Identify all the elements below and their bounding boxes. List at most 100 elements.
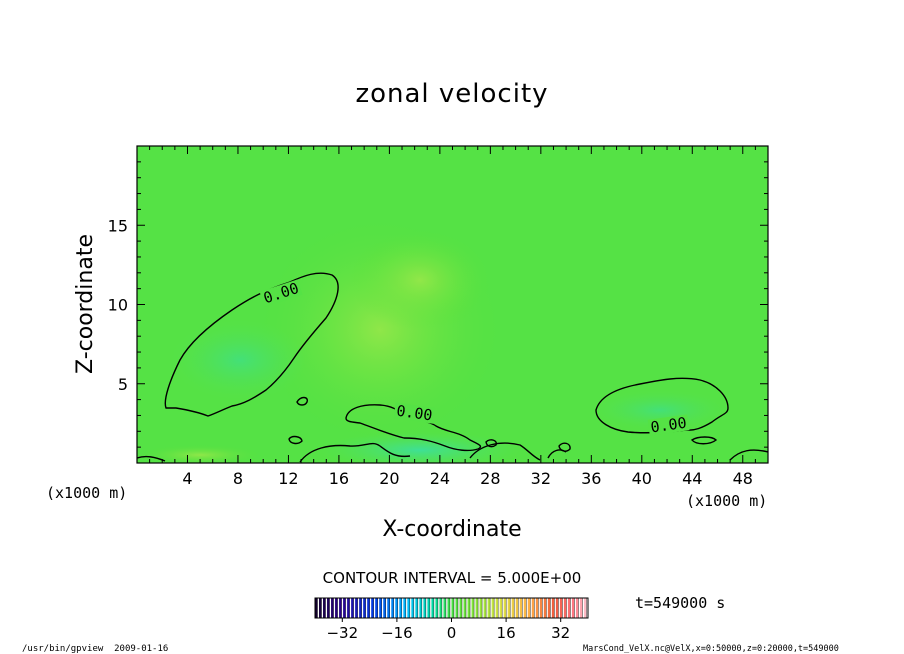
colorbar-cell <box>483 598 487 618</box>
field-shade-left <box>170 320 310 400</box>
y-tick-labels: 5 10 15 <box>108 216 128 394</box>
colorbar-cell <box>355 598 358 618</box>
colorbar-cell <box>375 598 378 618</box>
colorbar-cell <box>575 598 579 618</box>
colorbar-tick-label: −32 <box>326 624 358 642</box>
colorbar-cell <box>391 598 394 618</box>
colorbar-cell <box>551 598 555 618</box>
colorbar-tick-label: 32 <box>551 624 570 642</box>
x-tick-label: 36 <box>581 469 601 488</box>
colorbar-cell <box>427 598 430 618</box>
x-unit-label-left: (x1000 m) <box>46 484 127 502</box>
x-unit-label-right: (x1000 m) <box>686 492 767 510</box>
colorbar-cell <box>419 598 422 618</box>
colorbar-cell <box>487 598 491 618</box>
x-tick-label: 20 <box>379 469 399 488</box>
colorbar-cell <box>471 598 475 618</box>
field-shade-bottom-left <box>140 445 260 463</box>
colorbar-cell <box>459 598 463 618</box>
x-tick-label: 24 <box>430 469 450 488</box>
colorbar-cell <box>359 598 362 618</box>
x-tick-label: 48 <box>733 469 753 488</box>
colorbar-cell <box>447 598 450 618</box>
x-tick-label: 16 <box>329 469 349 488</box>
colorbar-cell <box>335 598 338 618</box>
footer-right: MarsCond_VelX.nc@VelX,x=0:50000,z=0:2000… <box>583 644 839 654</box>
contour-left-blob <box>164 272 339 417</box>
x-tick-label: 4 <box>182 469 192 488</box>
colorbar-cell <box>479 598 483 618</box>
axis-ticks <box>137 146 768 463</box>
colorbar-cell <box>547 598 551 618</box>
x-tick-label: 8 <box>233 469 243 488</box>
x-tick-label: 44 <box>682 469 702 488</box>
colorbar-cell <box>511 598 515 618</box>
colorbar-ticks <box>341 618 562 622</box>
colorbar-cell <box>571 598 575 618</box>
contour-small-ring-2 <box>288 435 303 445</box>
colorbar-cell <box>463 598 467 618</box>
colorbar-cell <box>507 598 511 618</box>
colorbar-cell <box>395 598 398 618</box>
contour-interval-text: CONTOUR INTERVAL = 5.000E+00 <box>323 569 582 587</box>
colorbar-cell <box>331 598 334 618</box>
x-tick-label: 40 <box>632 469 652 488</box>
contour-label-3: 0.00 <box>647 414 690 437</box>
colorbar-cell <box>567 598 571 618</box>
svg-text:0.00: 0.00 <box>649 414 687 437</box>
colorbar-cell <box>539 598 543 618</box>
colorbar-cell <box>367 598 370 618</box>
colorbar-cell <box>543 598 547 618</box>
colorbar-cell <box>383 598 386 618</box>
x-tick-label: 12 <box>278 469 298 488</box>
colorbar-cell <box>499 598 503 618</box>
colorbar-cell <box>411 598 414 618</box>
colorbar-cell <box>379 598 382 618</box>
colorbar-cell <box>323 598 326 618</box>
colorbar-cell <box>455 598 459 618</box>
colorbar-cell <box>467 598 471 618</box>
time-label: t=549000 s <box>635 594 725 612</box>
colorbar-cell <box>423 598 426 618</box>
contour-right-blob <box>595 377 729 434</box>
colorbar-cell <box>435 598 438 618</box>
colorbar-cells <box>315 598 587 618</box>
colorbar-cell <box>315 598 318 618</box>
y-tick-label: 5 <box>118 375 128 394</box>
contour-small-ring-3 <box>485 439 497 448</box>
chart-title: zonal velocity <box>355 79 548 109</box>
colorbar-cell <box>387 598 390 618</box>
colorbar-cell <box>431 598 434 618</box>
colorbar-cell <box>531 598 535 618</box>
colorbar-cell <box>351 598 354 618</box>
plot-area: 0.00 0.00 0.00 <box>137 146 768 463</box>
colorbar-cell <box>515 598 519 618</box>
contour-label-2: 0.00 <box>393 402 436 425</box>
contour-bottom-wave <box>299 442 411 463</box>
colorbar-cell <box>451 598 454 618</box>
svg-text:0.00: 0.00 <box>395 402 433 425</box>
colorbar-tick-label: 16 <box>497 624 516 642</box>
colorbar-cell <box>343 598 346 618</box>
colorbar-cell <box>503 598 507 618</box>
colorbar-cell <box>319 598 322 618</box>
colorbar-cell <box>399 598 402 618</box>
contour-small-ring-1 <box>296 396 308 406</box>
colorbar-cell <box>491 598 495 618</box>
colorbar-cell <box>415 598 418 618</box>
colorbar-cell <box>439 598 442 618</box>
colorbar-cell <box>555 598 559 618</box>
x-tick-label: 32 <box>531 469 551 488</box>
colorbar-cell <box>559 598 563 618</box>
x-tick-labels: 4 8 12 16 20 24 28 32 36 40 44 48 <box>182 469 753 488</box>
contour-small-ring-5 <box>690 436 718 445</box>
colorbar-cell <box>523 598 527 618</box>
colorbar: −32 −16 0 16 32 <box>314 597 589 642</box>
colorbar-tick-label: −16 <box>381 624 413 642</box>
colorbar-cell <box>519 598 523 618</box>
footer-left: /usr/bin/gpview 2009-01-16 <box>22 644 168 654</box>
colorbar-cell <box>339 598 342 618</box>
colorbar-tick-label: 0 <box>447 624 457 642</box>
colorbar-cell <box>579 598 583 618</box>
